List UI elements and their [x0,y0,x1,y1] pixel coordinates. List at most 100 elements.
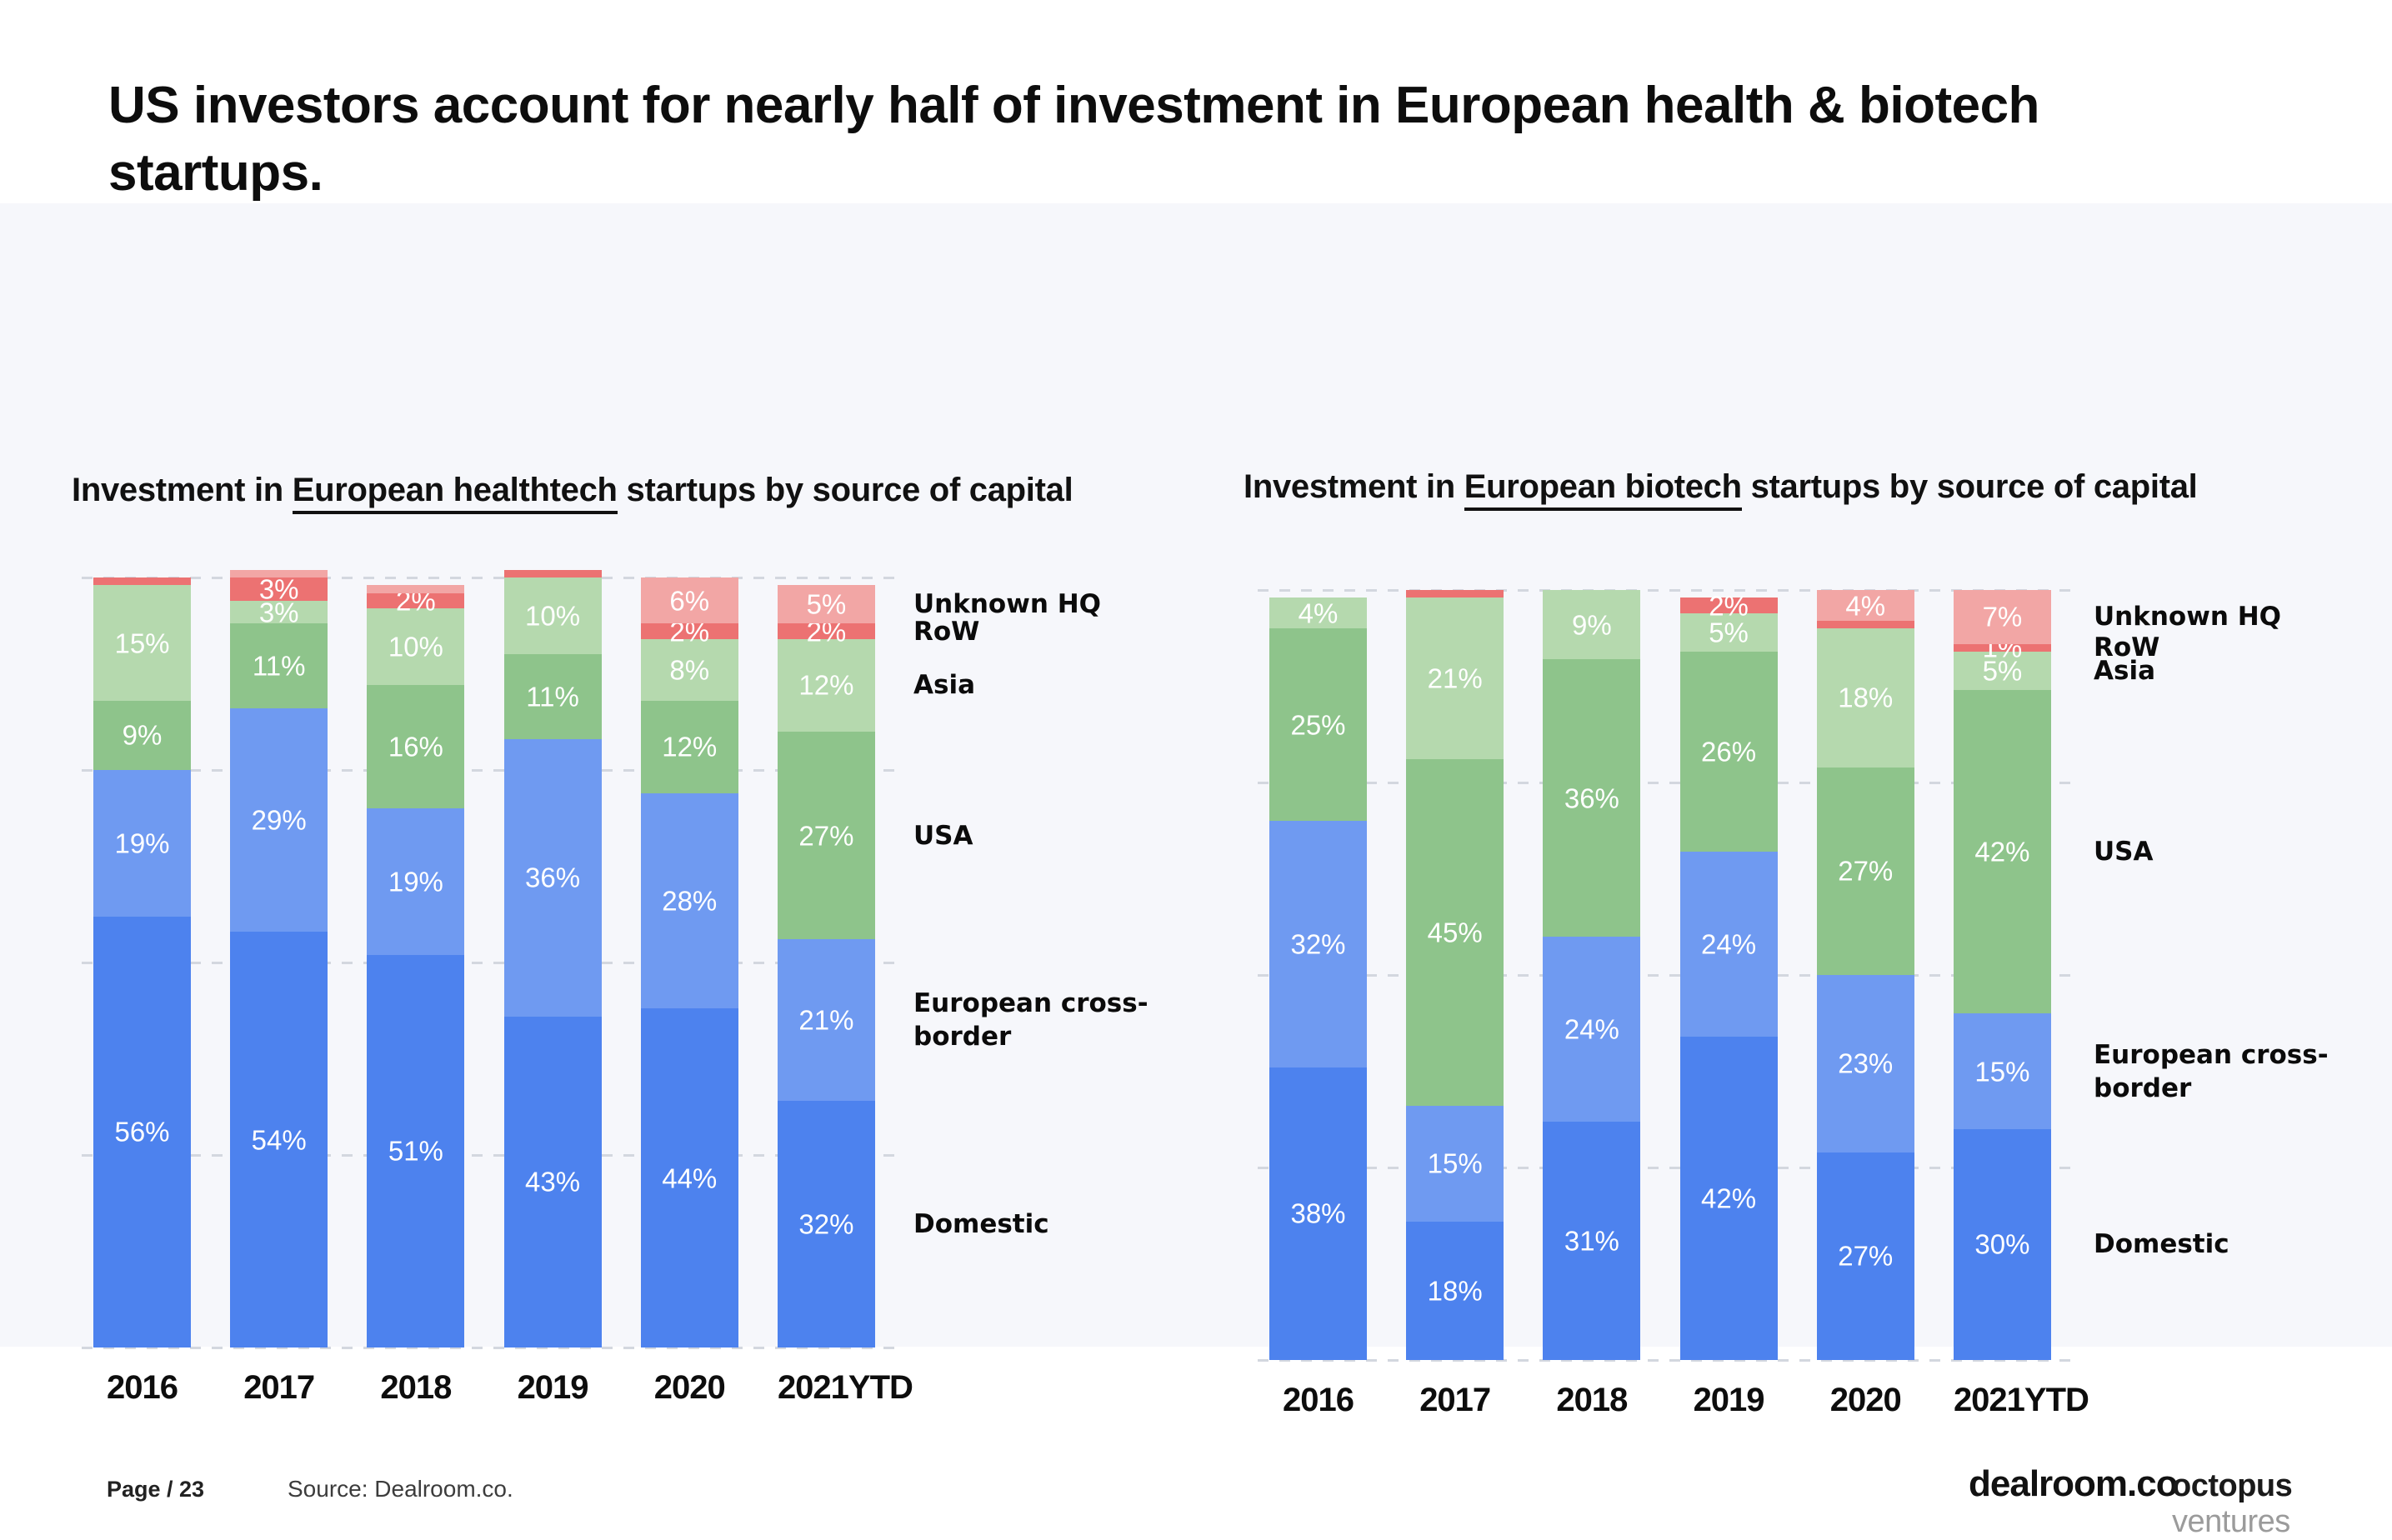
segment-asia: 10% [503,578,602,655]
segment-value-label: 36% [1564,782,1619,813]
legend-label-asia: Asia [913,670,975,701]
x-axis-label-2021YTD: 2021YTD [1953,1382,2089,1418]
segment-value-label: 12% [662,731,718,762]
segment-value-label: 43% [525,1166,581,1198]
stacked-bar-2021YTD: 30% 15% 42% 5% 1% 7% [1953,590,2051,1360]
segment-domestic: 44% [640,1008,738,1348]
legend-label-row: RoW [913,616,980,647]
stacked-bar-2017: 18% 15% 45% 21% [1406,590,1504,1360]
biotech-plot-area: 38% 32% 25% 4% 18% 15% 45% 21% 31% 24% 36% 9% 42% 24%… [1258,588,2081,1362]
x-axis-label-2020: 2020 [1829,1382,1902,1418]
segment-row [1406,590,1504,598]
segment-value-label: 15% [1974,1056,2030,1088]
segment-value-label: 28% [662,885,718,917]
segment-value-label: 18% [1838,682,1894,713]
legend-label-usa: USA [913,820,973,851]
octopus-logo-light: ventures [2172,1504,2290,1539]
x-axis-label-2016: 2016 [107,1369,178,1406]
segment-value-label: 45% [1427,917,1483,948]
segment-value-label: 15% [1427,1148,1483,1179]
gridline-25 [82,1153,905,1157]
segment-domestic: 42% [1679,1036,1778,1360]
legend-label-domestic: Domestic [913,1209,1049,1240]
segment-value-label: 15% [114,628,170,659]
segment-asia: 18% [1816,628,1914,768]
segment-european-cross-border: 28% [640,792,738,1009]
segment-asia: 3% [230,598,328,626]
segment-asia: 5% [1679,612,1778,652]
segment-value-label: 3% [258,573,299,605]
segment-value-label: 23% [1838,1048,1894,1079]
healthtech-x-axis-labels: 2016 2017 2018 2019 2020 2021YTD [93,1369,913,1407]
segment-domestic: 18% [1406,1221,1504,1360]
segment-european-cross-border: 21% [777,939,875,1102]
segment-value-label: 44% [662,1162,718,1194]
chart-title-prefix: Investment in [1244,468,1464,505]
chart-title-underlined: European biotech [1464,468,1742,511]
stacked-bar-2016: 38% 32% 25% 4% [1269,590,1367,1360]
legend-label-european-cross-border: European cross-border [913,988,1148,1052]
legend-label-domestic: Domestic [2094,1229,2229,1260]
x-axis-label-2021YTD: 2021YTD [777,1369,913,1406]
stacked-bar-2018: 31% 24% 36% 9% [1543,590,1641,1360]
segment-unknown-hq: 6% [640,578,738,624]
segment-asia: 12% [777,638,875,732]
segment-european-cross-border: 36% [503,739,602,1017]
biotech-bars: 38% 32% 25% 4% 18% 15% 45% 21% 31% 24% 36% 9% 42% 24%… [1269,590,2051,1360]
segment-value-label: 5% [1982,655,2023,687]
segment-unknown-hq [367,585,465,593]
segment-value-label: 24% [1701,928,1757,960]
gridline-100 [1258,588,2081,592]
segment-value-label: 56% [114,1116,170,1148]
segment-value-label: 38% [1290,1198,1346,1229]
segment-domestic: 51% [367,954,465,1348]
legend-label-unknown-hq: Unknown HQ [913,589,1102,620]
segment-usa: 11% [230,623,328,709]
segment-value-label: 32% [1290,928,1346,960]
segment-value-label: 27% [798,820,854,852]
segment-european-cross-border: 29% [230,708,328,932]
legend-label-unknown-hq: Unknown HQ [2094,602,2282,632]
segment-usa: 36% [1543,659,1641,937]
segment-usa: 12% [640,700,738,793]
segment-usa: 27% [1816,767,1914,976]
segment-domestic: 56% [93,916,191,1348]
segment-value-label: 2% [1709,590,1749,622]
legend-label-usa: USA [2094,837,2154,868]
segment-value-label: 11% [252,650,306,682]
biotech-legend: Unknown HQ RoW Asia USA European cross-borde… [2094,590,2352,1360]
segment-european-cross-border: 24% [1679,852,1778,1037]
stacked-bar-2018: 51% 19% 16% 10% 2% [367,578,465,1348]
segment-usa: 11% [503,654,602,740]
healthtech-plot-area: 56% 19% 9% 15% 54% 29% 11% 3% 3% 51% 19% 16% 10% 2% 43… [82,569,905,1349]
segment-unknown-hq: 4% [1816,590,1914,621]
biotech-chart-title: Investment in European biotech startups … [1244,468,2392,511]
legend-label-european-cross-border: European cross-border [2094,1039,2329,1103]
segment-value-label: 8% [669,654,710,686]
gridline-75 [1258,781,2081,784]
x-axis-label-2017: 2017 [243,1369,315,1406]
segment-european-cross-border: 19% [367,808,465,955]
segment-value-label: 7% [1982,601,2023,632]
segment-value-label: 32% [798,1208,854,1240]
x-axis-label-2019: 2019 [1693,1382,1765,1418]
segment-asia: 9% [1543,590,1641,660]
segment-value-label: 19% [114,828,170,859]
segment-usa: 42% [1953,690,2051,1014]
segment-value-label: 10% [525,600,581,632]
x-axis-label-2020: 2020 [653,1369,726,1406]
x-axis-label-2018: 2018 [1556,1382,1628,1418]
segment-value-label: 19% [388,866,443,898]
segment-value-label: 42% [1974,836,2030,868]
segment-european-cross-border: 23% [1816,975,1914,1152]
segment-value-label: 21% [798,1004,854,1036]
segment-value-label: 4% [1298,598,1339,629]
segment-domestic: 27% [1816,1152,1914,1360]
x-axis-label-2016: 2016 [1283,1382,1354,1418]
x-axis-label-2017: 2017 [1419,1382,1491,1418]
segment-unknown-hq [230,569,328,578]
segment-row: 2% [1679,592,1778,619]
legend-label-row: RoW [2094,632,2160,663]
segment-domestic: 32% [777,1101,875,1348]
stacked-bar-2020: 44% 28% 12% 8% 2% 6% [640,578,738,1348]
